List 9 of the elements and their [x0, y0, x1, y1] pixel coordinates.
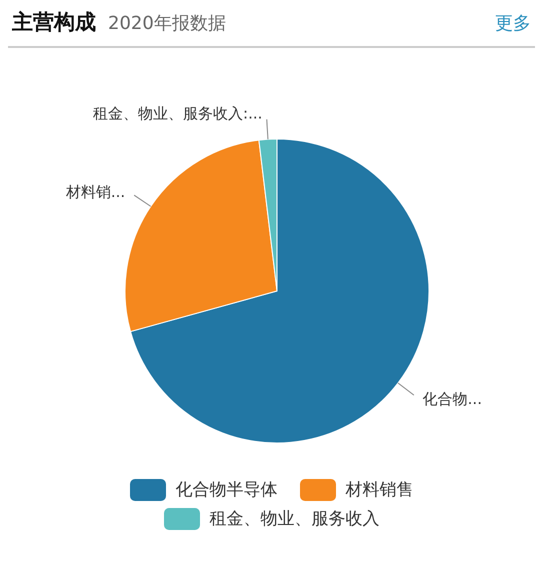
text: 更多 [495, 12, 531, 35]
legend-label: 材料销售 [344, 479, 414, 501]
legend-label: 化合物半导体 [174, 479, 278, 501]
data-label: 租金、物业、服务收入:... [93, 104, 262, 122]
chart-subtitle: 2020年报数据 [108, 12, 226, 35]
chart-title: 主营构成 [12, 9, 96, 36]
data-label: 材料销... [64, 182, 126, 201]
data-label: 化合物... [422, 390, 482, 408]
legend-label: 租金、物业、服务收入 [208, 508, 380, 530]
